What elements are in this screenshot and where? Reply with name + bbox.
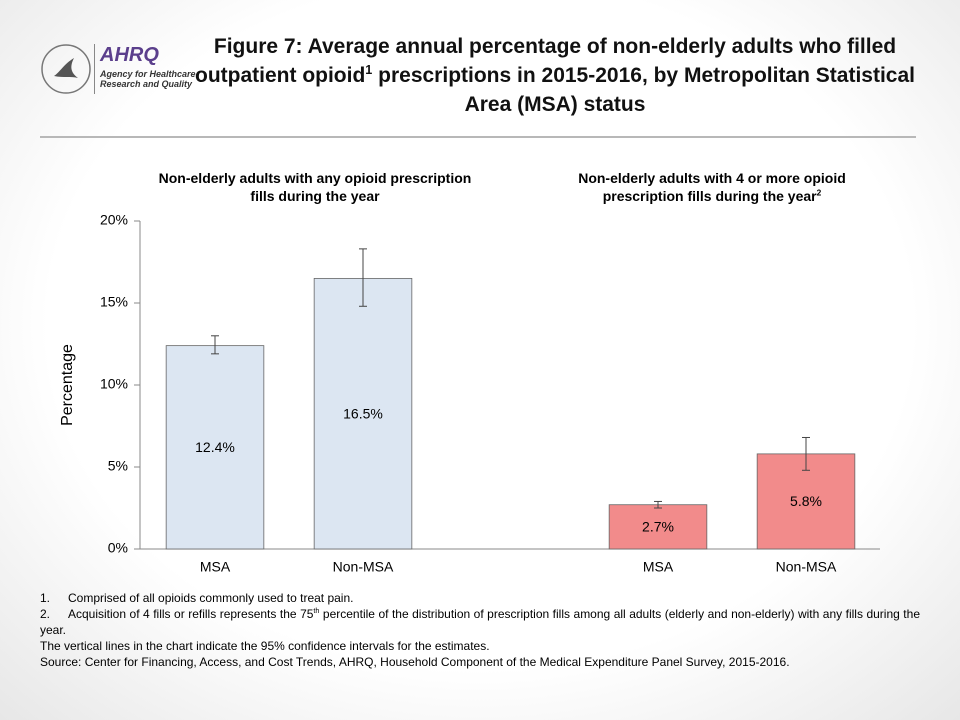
x-tick-label: MSA xyxy=(643,559,674,575)
value-label: 2.7% xyxy=(642,519,674,535)
y-tick-label: 5% xyxy=(108,458,128,474)
subtitle-text: Non-elderly adults with any opioid presc… xyxy=(158,170,472,204)
divider xyxy=(40,136,916,138)
panel-subtitle: Non-elderly adults with any opioid presc… xyxy=(145,169,485,205)
y-tick-label: 10% xyxy=(100,376,128,392)
logo-text: Agency for Healthcare Research and Quali… xyxy=(100,69,196,89)
value-label: 16.5% xyxy=(343,405,383,421)
x-tick-label: MSA xyxy=(200,559,231,575)
bar xyxy=(313,277,413,550)
note: The vertical lines in the chart indicate… xyxy=(40,639,490,653)
panel-subtitle: Non-elderly adults with 4 or more opioid… xyxy=(542,169,882,205)
footnote: 2. Acquisition of 4 fills or refills repr… xyxy=(40,606,920,638)
hhs-seal xyxy=(41,44,91,94)
note: Source: Center for Financing, Access, an… xyxy=(40,655,790,669)
bar xyxy=(608,504,708,550)
y-axis-label: Percentage xyxy=(59,344,76,426)
logo: AHRQ Agency for Healthcare Research and … xyxy=(40,42,196,98)
footnote-text: Acquisition of 4 fills or refills repres… xyxy=(68,607,314,621)
footnote-number: 2. xyxy=(40,607,51,621)
value-label: 12.4% xyxy=(195,439,235,455)
y-tick-label: 0% xyxy=(108,540,128,556)
notes: 1. Comprised of all opioids commonly used… xyxy=(40,590,920,670)
footnote: 1. Comprised of all opioids commonly used… xyxy=(40,590,920,606)
footnote-text: percentile of the distribution of prescr… xyxy=(40,607,920,637)
chart-title: Figure 7: Average annual percentage of n… xyxy=(180,32,930,119)
footnote-sup: th xyxy=(313,606,320,615)
value-label: 5.8% xyxy=(790,493,822,509)
x-tick-label: Non-MSA xyxy=(333,559,394,575)
logo-name: AHRQ xyxy=(100,44,159,66)
x-tick-label: Non-MSA xyxy=(776,559,837,575)
title-sup: 1 xyxy=(365,63,373,77)
footnote-text-wrap: Acquisition of 4 fills or refills repres… xyxy=(40,607,920,637)
subtitle-sup: 2 xyxy=(816,187,822,198)
y-tick-label: 15% xyxy=(100,294,128,310)
footnote-text: Comprised of all opioids commonly used t… xyxy=(68,591,354,605)
title-text: prescriptions in 2015-2016, by Metropoli… xyxy=(372,64,915,116)
subtitle-text: Non-elderly adults with 4 or more opioid… xyxy=(578,170,846,204)
title-text: Figure 7: Average annual percentage of n… xyxy=(195,35,897,87)
footnote-number: 1. xyxy=(40,591,51,605)
bar xyxy=(165,345,265,550)
y-tick-label: 20% xyxy=(100,212,128,228)
